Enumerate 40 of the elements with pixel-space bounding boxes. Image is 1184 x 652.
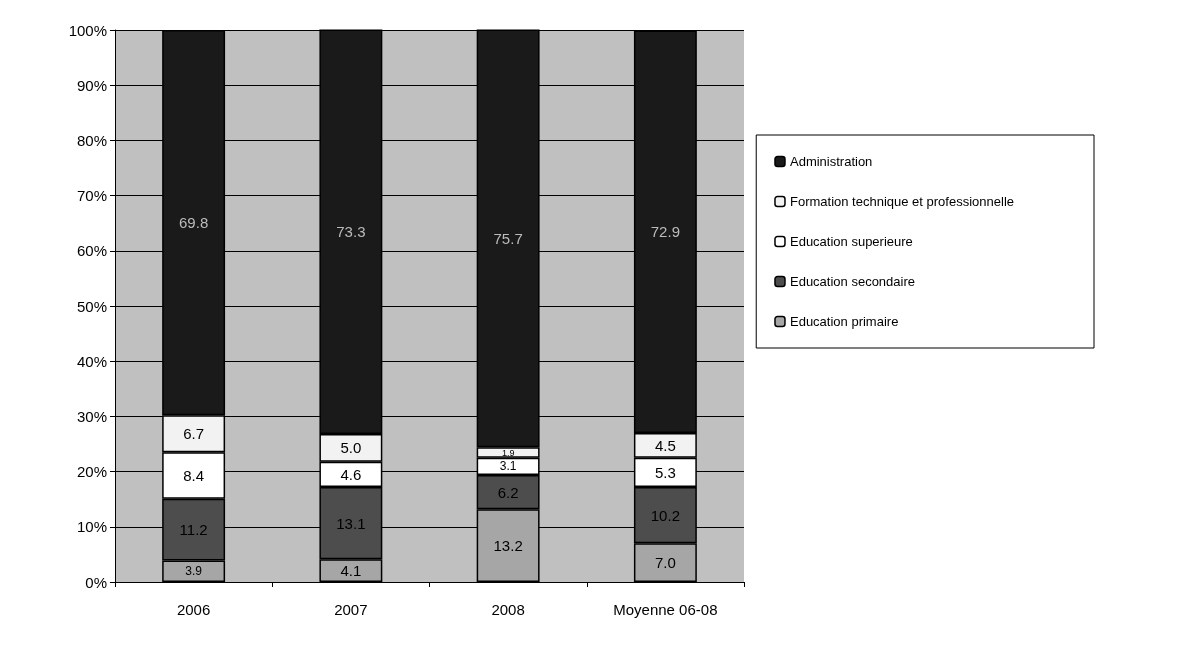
data-label: 8.4	[183, 466, 205, 484]
data-label: 73.3	[336, 223, 366, 241]
legend-label: Education secondaire	[789, 274, 916, 289]
x-tick-label: Moyenne 06-08	[613, 601, 718, 618]
data-label: 5.0	[340, 439, 362, 457]
legend-label: Education primaire	[789, 314, 899, 329]
data-label: 4.1	[340, 562, 362, 580]
data-label: 7.0	[654, 554, 676, 572]
data-label: 1.9	[501, 447, 515, 458]
x-tick-label: 2007	[334, 601, 368, 618]
data-label: 11.2	[179, 521, 208, 539]
x-tick-label: 2008	[491, 601, 525, 618]
data-label: 6.2	[497, 483, 519, 501]
data-label: 69.8	[179, 214, 209, 232]
data-label: 10.2	[650, 506, 680, 524]
y-tick-label: 80%	[76, 131, 107, 149]
data-label: 75.7	[493, 229, 523, 247]
data-label: 3.9	[185, 564, 203, 579]
legend-label: Education superieure	[789, 234, 913, 249]
data-label: 72.9	[650, 223, 680, 241]
data-label: 3.1	[499, 459, 517, 474]
y-tick-label: 50%	[76, 297, 107, 315]
data-label: 13.2	[493, 537, 523, 555]
data-label: 13.1	[336, 514, 366, 532]
data-label: 4.5	[654, 436, 676, 454]
y-tick-label: 20%	[76, 463, 107, 481]
y-tick-label: 10%	[76, 518, 107, 536]
y-tick-label: 70%	[76, 187, 107, 205]
legend-label: Administration	[789, 154, 873, 169]
y-tick-label: 100%	[68, 21, 107, 39]
y-tick-label: 40%	[76, 352, 107, 370]
legend-label: Formation technique et professionnelle	[789, 194, 1015, 209]
data-label: 4.6	[340, 465, 362, 483]
y-tick-label: 30%	[76, 407, 107, 425]
y-tick-label: 0%	[85, 573, 107, 591]
x-tick-label: 2006	[176, 601, 211, 618]
y-tick-label: 60%	[76, 242, 107, 260]
data-label: 6.7	[183, 425, 205, 443]
y-tick-label: 90%	[76, 76, 107, 94]
data-label: 5.3	[654, 463, 676, 481]
